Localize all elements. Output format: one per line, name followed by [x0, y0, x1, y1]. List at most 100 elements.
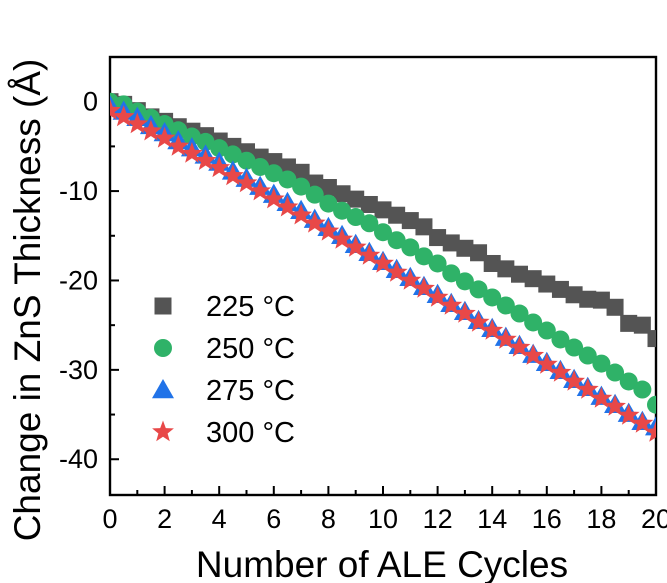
data-point	[401, 212, 419, 230]
y-tick-label: -30	[59, 355, 98, 385]
data-point	[455, 272, 474, 291]
data-point	[633, 380, 652, 399]
data-point	[647, 330, 656, 348]
data-point	[551, 280, 569, 298]
y-tick-label: 0	[83, 87, 98, 117]
data-point	[467, 311, 490, 332]
data-point	[305, 185, 324, 204]
data-point	[221, 164, 244, 186]
data-point	[579, 290, 597, 308]
legend-label: 225 °C	[206, 291, 295, 323]
data-point	[565, 286, 583, 304]
data-point	[645, 420, 656, 442]
data-point	[440, 294, 463, 315]
data-point	[346, 208, 365, 227]
x-tick-label: 6	[266, 504, 281, 534]
data-point	[497, 260, 515, 278]
x-tick-label: 12	[423, 504, 453, 534]
data-point	[262, 187, 285, 209]
plot-area: 0 2 4 6 8 10 12 14 16 18 20 0 -10 -20 -30 -40	[59, 55, 667, 534]
data-point	[413, 277, 435, 298]
data-point	[249, 179, 272, 201]
x-tick-label: 2	[157, 504, 172, 534]
data-point	[631, 412, 654, 433]
data-point	[292, 177, 311, 196]
data-point	[276, 195, 299, 217]
data-point	[429, 229, 447, 247]
data-point	[563, 370, 585, 391]
data-point	[387, 231, 406, 250]
data-point	[331, 227, 353, 249]
legend-marker-square	[154, 297, 172, 315]
data-point	[604, 395, 626, 416]
data-point	[538, 275, 556, 293]
data-point	[292, 163, 310, 181]
data-point	[633, 316, 651, 334]
data-point	[317, 219, 340, 241]
data-point	[469, 280, 488, 299]
data-point	[592, 291, 610, 309]
data-point	[126, 112, 149, 134]
data-point	[360, 195, 378, 213]
data-point	[511, 265, 528, 283]
data-point	[196, 132, 215, 151]
data-point	[535, 353, 558, 374]
data-point	[470, 244, 488, 262]
legend-marker-star	[152, 420, 174, 442]
data-point	[210, 139, 229, 158]
data-point	[647, 395, 656, 414]
data-point	[278, 158, 296, 176]
data-point	[565, 338, 584, 357]
data-point	[181, 142, 203, 163]
x-tick-label: 20	[641, 504, 667, 534]
series-star	[110, 99, 656, 442]
legend: 225 °C 250 °C 275 °C 300 °C	[152, 291, 295, 449]
data-point	[414, 247, 433, 266]
x-tick-label: 18	[586, 504, 616, 534]
data-point	[344, 235, 367, 257]
data-point	[153, 126, 176, 148]
data-point	[454, 302, 476, 323]
data-point	[483, 288, 502, 307]
data-point	[578, 346, 597, 365]
data-point	[576, 378, 599, 399]
data-point	[182, 127, 201, 146]
data-point	[388, 206, 406, 224]
data-point	[592, 354, 611, 373]
data-point	[264, 164, 283, 183]
x-tick-label: 14	[477, 504, 507, 534]
data-point	[617, 403, 640, 425]
legend-marker-triangle	[152, 379, 174, 399]
data-point	[237, 151, 256, 170]
x-tick-label: 16	[532, 504, 562, 534]
data-point	[481, 319, 504, 340]
data-point	[399, 269, 422, 290]
data-point	[251, 157, 270, 176]
data-point	[319, 194, 338, 213]
data-point	[510, 304, 529, 323]
data-point	[442, 234, 460, 252]
data-point	[442, 264, 461, 283]
x-tick-label: 10	[368, 504, 398, 534]
data-point	[428, 254, 447, 273]
data-point	[496, 296, 515, 315]
data-point	[551, 330, 570, 349]
data-point	[374, 223, 392, 242]
data-point	[606, 298, 624, 316]
data-point	[620, 314, 638, 332]
data-point	[524, 270, 542, 288]
data-point	[358, 243, 381, 265]
data-point	[360, 214, 379, 233]
x-tick-label: 0	[102, 504, 117, 534]
y-axis-title: Change in ZnS Thickness (Å)	[7, 59, 48, 542]
x-axis-title: Number of ALE Cycles	[196, 544, 568, 583]
data-point	[374, 201, 392, 219]
data-point	[347, 190, 365, 208]
data-point	[208, 156, 231, 178]
data-point	[590, 387, 613, 408]
data-point	[522, 344, 545, 365]
legend-label: 300 °C	[206, 417, 295, 449]
data-point	[606, 363, 625, 382]
data-point	[385, 260, 408, 282]
data-point	[508, 336, 531, 357]
